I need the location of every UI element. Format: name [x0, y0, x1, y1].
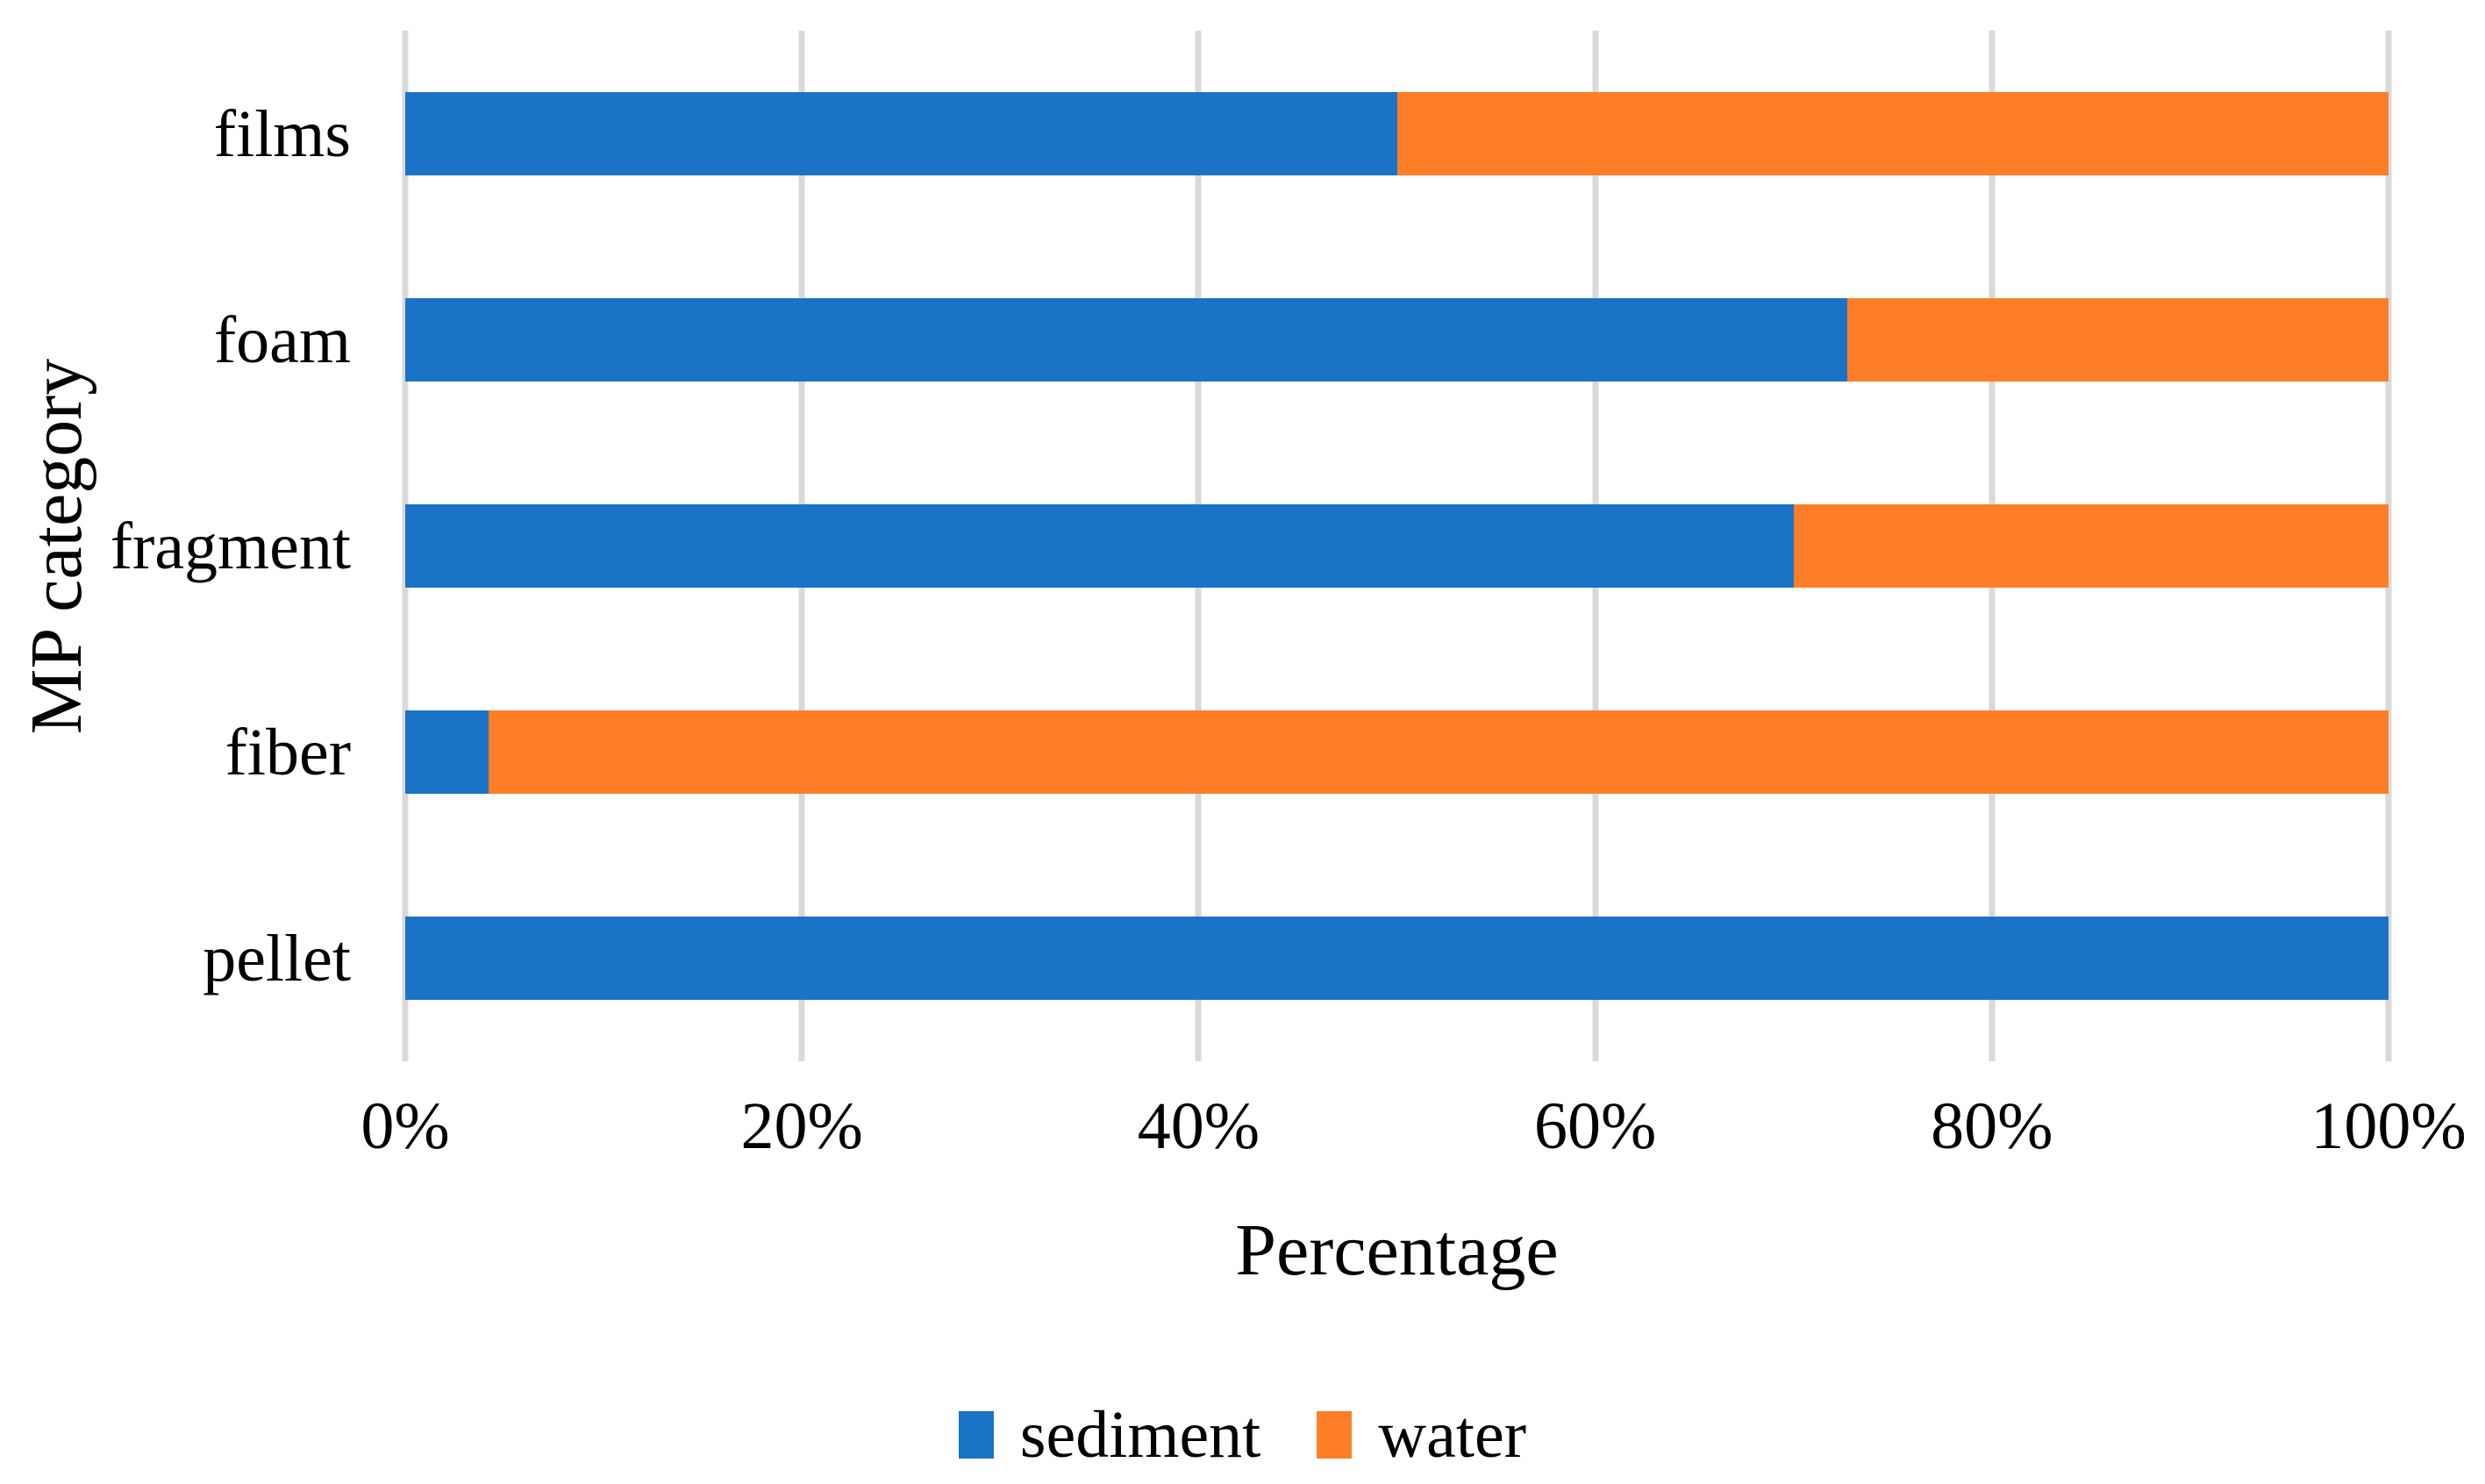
bar-segment-films-sediment	[405, 92, 1397, 175]
category-label-pellet: pellet	[203, 921, 351, 995]
category-label-fiber: fiber	[225, 715, 351, 789]
legend-label-sediment: sediment	[1019, 1398, 1261, 1472]
bar-segment-fragment-sediment	[405, 504, 1794, 588]
category-labels: films foam fragment fiber pellet	[0, 31, 351, 1061]
legend-swatch-sediment	[958, 1411, 994, 1459]
x-tick-label: 60%	[1533, 1089, 1657, 1163]
bar-segment-foam-water	[1846, 298, 2389, 382]
category-label-foam: foam	[213, 303, 351, 377]
x-tick-label: 100%	[2310, 1089, 2467, 1163]
legend: sediment water	[0, 1402, 2485, 1468]
plot-area	[402, 31, 2392, 1061]
bar-row-fragment	[405, 504, 2389, 588]
bar-segment-fiber-sediment	[405, 710, 489, 794]
x-axis-label: Percentage	[1235, 1209, 1559, 1291]
bar-segment-fiber-water	[488, 710, 2389, 794]
legend-item-sediment: sediment	[958, 1398, 1261, 1472]
bar-row-fiber	[405, 710, 2389, 794]
bar-segment-foam-sediment	[405, 298, 1847, 382]
bar-segment-fragment-water	[1793, 504, 2389, 588]
gridline-100%	[2385, 31, 2392, 1061]
x-tick-label: 40%	[1137, 1089, 1260, 1163]
legend-label-water: water	[1378, 1398, 1527, 1472]
x-tick-label: 0%	[361, 1089, 450, 1163]
bar-segment-pellet-sediment	[405, 917, 2389, 1000]
x-tick-label: 80%	[1931, 1089, 2053, 1163]
x-axis-ticks: 0% 20% 40% 60% 80% 100%	[361, 1089, 2466, 1174]
bar-row-pellet	[405, 917, 2389, 1000]
x-tick-label: 20%	[740, 1089, 863, 1163]
category-label-fragment: fragment	[110, 509, 351, 583]
legend-item-water: water	[1317, 1402, 1526, 1468]
category-label-films: films	[213, 96, 351, 171]
bar-segment-films-water	[1396, 92, 2389, 175]
legend-swatch-water	[1317, 1411, 1353, 1459]
bar-row-foam	[405, 298, 2389, 382]
bar-row-films	[405, 92, 2389, 175]
